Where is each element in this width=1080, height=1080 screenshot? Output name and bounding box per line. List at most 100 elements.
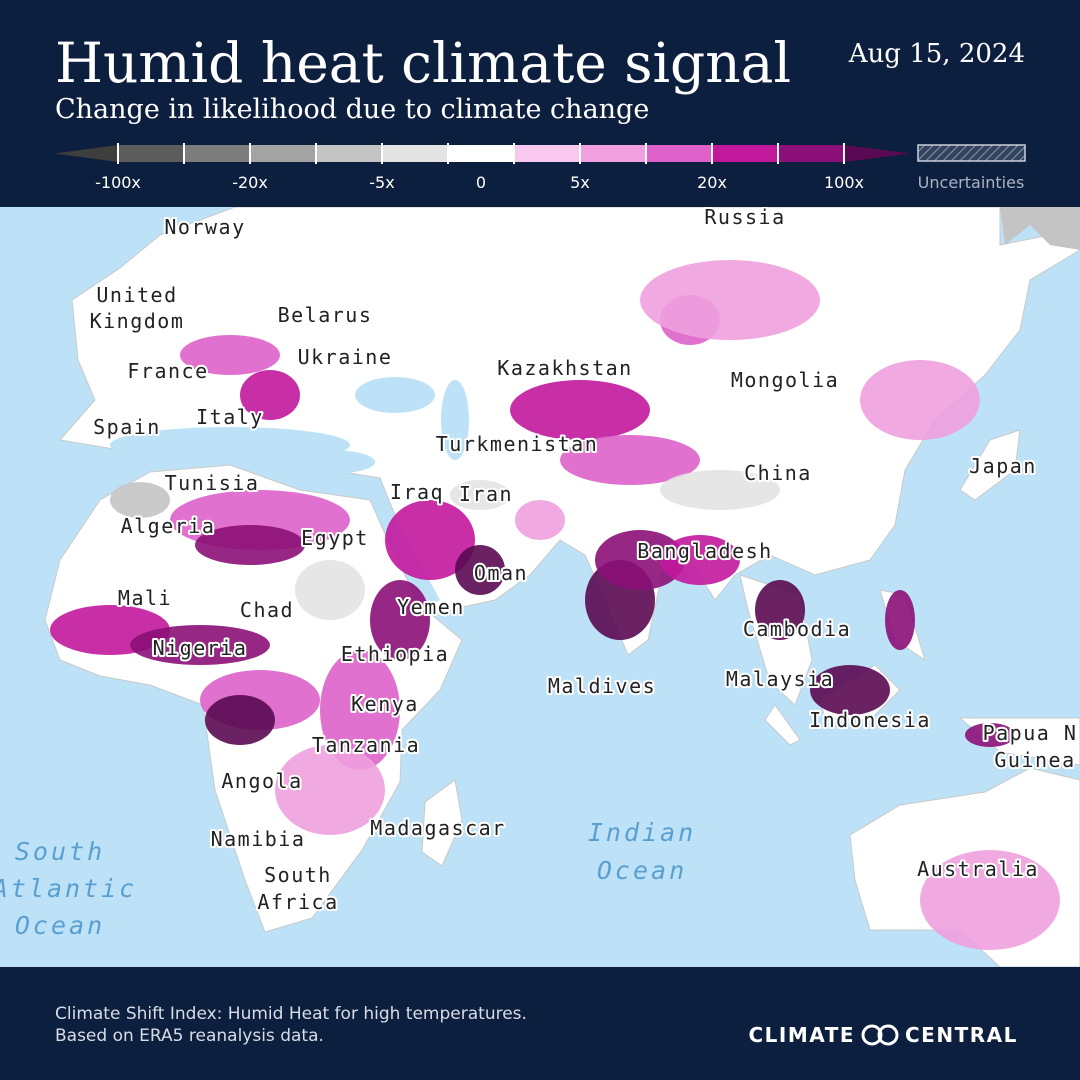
country-label: Chad [240, 598, 294, 622]
country-label: Australia [917, 857, 1039, 881]
signal-area [240, 370, 300, 420]
legend-swatch [580, 145, 646, 162]
signal-area [660, 470, 780, 510]
ocean-label: Ocean [597, 856, 687, 885]
country-label: Tunisia [165, 471, 260, 495]
legend-swatch [448, 145, 514, 162]
country-label: China [744, 461, 812, 485]
country-label: Madagascar [370, 816, 505, 840]
signal-area [205, 695, 275, 745]
legend-label: 100x [824, 173, 864, 192]
legend-swatch [316, 145, 382, 162]
footer-bg [0, 967, 1080, 1080]
caspian-sea [441, 380, 469, 460]
land [421, 779, 463, 867]
country-label: Tanzania [312, 733, 420, 757]
country-label: Italy [196, 405, 264, 429]
footer-note: Climate Shift Index: Humid Heat for high… [55, 1004, 527, 1024]
legend-swatch [250, 145, 316, 162]
signal-area [515, 500, 565, 540]
legend-label: 0 [476, 173, 486, 192]
ocean-label: Ocean [15, 911, 105, 940]
country-label: Malaysia [726, 667, 834, 691]
legend-label: 20x [697, 173, 727, 192]
legend-swatch [514, 145, 580, 162]
country-label: Iraq [390, 480, 444, 504]
signal-area [595, 530, 685, 590]
land [764, 429, 1080, 766]
signal-area [640, 260, 820, 340]
footer-note: Based on ERA5 reanalysis data. [55, 1026, 324, 1046]
signal-areas [50, 260, 1060, 950]
signal-area [885, 590, 915, 650]
country-label: Namibia [211, 827, 306, 851]
legend-swatch [382, 145, 448, 162]
date: Aug 15, 2024 [848, 39, 1025, 69]
subtitle: Change in likelihood due to climate chan… [55, 94, 649, 125]
signal-area [755, 580, 805, 640]
mediterranean [110, 427, 350, 463]
header-bg [0, 0, 1080, 207]
country-label: Kazakhstan [497, 356, 632, 380]
ocean-label: Atlantic [0, 874, 137, 903]
signal-area [275, 745, 385, 835]
country-label: South [264, 863, 332, 887]
uncertainty-swatch [917, 144, 1026, 162]
signal-area [180, 335, 280, 375]
country-label: Egypt [301, 526, 369, 550]
signal-area [920, 850, 1060, 950]
logo-text: CENTRAL [905, 1023, 1018, 1047]
signal-area [320, 650, 400, 770]
country-label: Iran [459, 482, 513, 506]
title: Humid heat climate signal [55, 31, 791, 95]
signal-area [810, 665, 890, 715]
legend-swatch [184, 145, 250, 162]
country-label: Oman [474, 561, 528, 585]
country-label: Ethiopia [341, 642, 449, 666]
country-label: Ukraine [298, 345, 393, 369]
legend-swatch [118, 145, 184, 162]
signal-area [510, 380, 650, 440]
uncertainty-label: Uncertainties [918, 173, 1025, 192]
black-sea [355, 377, 435, 413]
country-label: Maldives [548, 674, 656, 698]
legend-swatch [712, 145, 778, 162]
legend-arrow [55, 145, 118, 162]
country-label: Kenya [351, 692, 419, 716]
signal-area [195, 525, 305, 565]
legend: -100x -20x -5x 0 5x 20x 100x [55, 143, 911, 192]
country-label: France [127, 359, 208, 383]
country-label: Russia [704, 205, 785, 229]
logo-icon [861, 1024, 899, 1046]
country-label: Algeria [121, 514, 216, 538]
country-label: Africa [257, 890, 338, 914]
country-label: Angola [221, 769, 302, 793]
country-label: Turkmenistan [436, 432, 599, 456]
signal-area [370, 580, 430, 660]
ocean-label: South [15, 837, 105, 866]
legend-arrow [844, 145, 911, 162]
signal-area [450, 480, 510, 510]
legend-label: -5x [369, 173, 394, 192]
country-label: Mali [118, 586, 172, 610]
country-label: Kingdom [90, 309, 185, 333]
ocean-label: Indian [588, 818, 696, 847]
signal-area [860, 360, 980, 440]
legend-swatch [778, 145, 844, 162]
country-label: Spain [93, 415, 161, 439]
country-label: United [96, 283, 177, 307]
country-label: Japan [969, 454, 1037, 478]
signal-area [560, 435, 700, 485]
signal-area [295, 560, 365, 620]
country-label: Nigeria [153, 636, 248, 660]
signal-area [455, 545, 505, 595]
mediterranean [285, 450, 375, 474]
country-label: Norway [164, 215, 245, 239]
signal-area [965, 723, 1015, 747]
country-label: Yemen [397, 595, 465, 619]
country-label: Guinea [994, 748, 1075, 772]
